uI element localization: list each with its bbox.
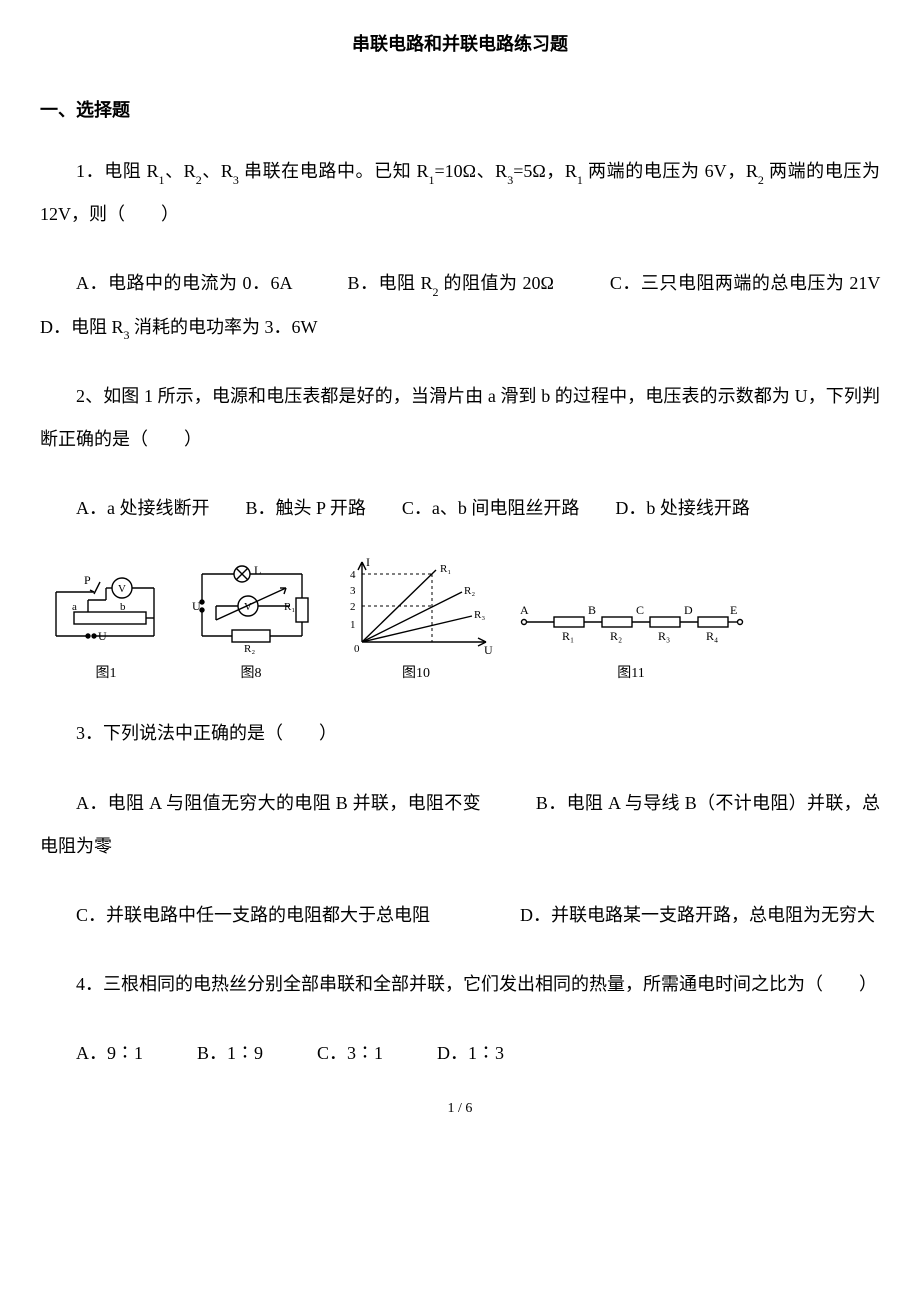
question-3-options-ab: A．电阻 A 与阻值无穷大的电阻 B 并联，电阻不变 B．电阻 A 与导线 B（… <box>40 782 880 868</box>
graph-fig10-svg: I U R₁ R₂ R₃ 1 2 3 4 0 <box>336 556 496 656</box>
fig10-y4: 4 <box>350 569 356 581</box>
q4-optD: D．1∶3 <box>437 1043 504 1063</box>
fig8-caption: 图8 <box>241 662 262 682</box>
fig11-D: D <box>684 603 693 617</box>
q1-optA: A．电路中的电流为 0．6A <box>76 273 291 293</box>
fig11-E: E <box>730 603 737 617</box>
circuit-fig1-svg: P V a b U <box>46 570 166 656</box>
q1-optD: D．电阻 R3 消耗的电功率为 3．6W <box>40 317 318 337</box>
figure-10: I U R₁ R₂ R₃ 1 2 3 4 0 图10 <box>336 556 496 682</box>
fig10-origin: 0 <box>354 643 360 655</box>
figure-11: A B C D E R₁ R₂ R₃ R₄ 图11 <box>516 598 746 682</box>
circuit-fig8-svg: L V R₁ R₂ U <box>186 562 316 656</box>
fig10-I-label: I <box>366 556 370 569</box>
fig11-caption: 图11 <box>617 662 644 682</box>
fig8-L-label: L <box>254 563 261 577</box>
section-heading-mcq: 一、选择题 <box>40 96 880 122</box>
question-2: 2、如图 1 所示，电源和电压表都是好的，当滑片由 a 滑到 b 的过程中，电压… <box>40 375 880 461</box>
fig1-caption: 图1 <box>96 662 117 682</box>
figure-1: P V a b U 图1 <box>46 570 166 682</box>
q1-optC: C．三只电阻两端的总电压为 21V <box>610 273 880 293</box>
figures-row: P V a b U 图1 <box>46 556 880 682</box>
figure-8: L V R₁ R₂ U 图8 <box>186 562 316 682</box>
fig10-y1: 1 <box>350 619 356 631</box>
fig1-V-label: V <box>118 583 126 595</box>
question-4: 4．三根相同的电热丝分别全部串联和全部并联，它们发出相同的热量，所需通电时间之比… <box>40 963 880 1006</box>
question-4-options: A．9∶1 B．1∶9 C．3∶1 D．1∶3 <box>40 1032 880 1075</box>
fig10-caption: 图10 <box>402 662 430 682</box>
q3-optD: D．并联电路某一支路开路，总电阻为无穷大 <box>520 905 875 925</box>
question-3-options-cd: C．并联电路中任一支路的电阻都大于总电阻 D．并联电路某一支路开路，总电阻为无穷… <box>40 894 880 937</box>
question-1: 1．电阻 R1、R2、R3 串联在电路中。已知 R1=10Ω、R3=5Ω，R1 … <box>40 150 880 236</box>
page-title: 串联电路和并联电路练习题 <box>40 30 880 56</box>
question-2-options: A．a 处接线断开 B．触头 P 开路 C．a、b 间电阻丝开路 D．b 处接线… <box>40 487 880 530</box>
fig10-U-label: U <box>484 643 493 656</box>
fig8-R2-label: R₂ <box>244 643 255 655</box>
fig11-A: A <box>520 603 529 617</box>
fig11-B: B <box>588 603 596 617</box>
q4-optA: A．9∶1 <box>76 1043 143 1063</box>
fig8-V-label: V <box>244 601 252 613</box>
q2-optB: B．触头 P 开路 <box>246 498 366 518</box>
fig8-R1-label: R₁ <box>284 601 295 613</box>
circuit-fig11-svg: A B C D E R₁ R₂ R₃ R₄ <box>516 598 746 656</box>
document-page: 串联电路和并联电路练习题 一、选择题 1．电阻 R1、R2、R3 串联在电路中。… <box>0 0 920 1137</box>
q1-optB: B．电阻 R2 的阻值为 20Ω <box>347 273 553 293</box>
fig11-R2: R₂ <box>610 629 622 643</box>
q3-optC: C．并联电路中任一支路的电阻都大于总电阻 <box>76 905 430 925</box>
fig1-U-label: U <box>98 629 107 643</box>
fig11-C: C <box>636 603 644 617</box>
q2-optA: A．a 处接线断开 <box>76 498 210 518</box>
fig10-y2: 2 <box>350 601 356 613</box>
fig1-P-label: P <box>84 573 91 587</box>
q4-optB: B．1∶9 <box>197 1043 263 1063</box>
fig1-a-label: a <box>72 601 77 613</box>
fig10-R2-label: R₂ <box>464 585 475 597</box>
fig11-R4: R₄ <box>706 629 718 643</box>
question-3: 3．下列说法中正确的是（ ） <box>40 712 880 755</box>
q3-optA: A．电阻 A 与阻值无穷大的电阻 B 并联，电阻不变 <box>76 793 481 813</box>
fig11-R3: R₃ <box>658 629 670 643</box>
fig10-R3-label: R₃ <box>474 609 485 621</box>
question-1-options: A．电路中的电流为 0．6A B．电阻 R2 的阻值为 20Ω C．三只电阻两端… <box>40 262 880 348</box>
page-number: 1 / 6 <box>40 1101 880 1117</box>
q1-text: 1．电阻 R1、R2、R3 串联在电路中。已知 R1=10Ω、R3=5Ω，R1 … <box>40 161 880 224</box>
fig11-R1: R₁ <box>562 629 574 643</box>
fig8-U-label: U <box>192 599 201 613</box>
fig10-R1-label: R₁ <box>440 563 451 575</box>
q2-optC: C．a、b 间电阻丝开路 <box>402 498 580 518</box>
fig10-y3: 3 <box>350 585 356 597</box>
q2-optD: D．b 处接线开路 <box>615 498 750 518</box>
q4-optC: C．3∶1 <box>317 1043 383 1063</box>
fig1-b-label: b <box>120 601 126 613</box>
